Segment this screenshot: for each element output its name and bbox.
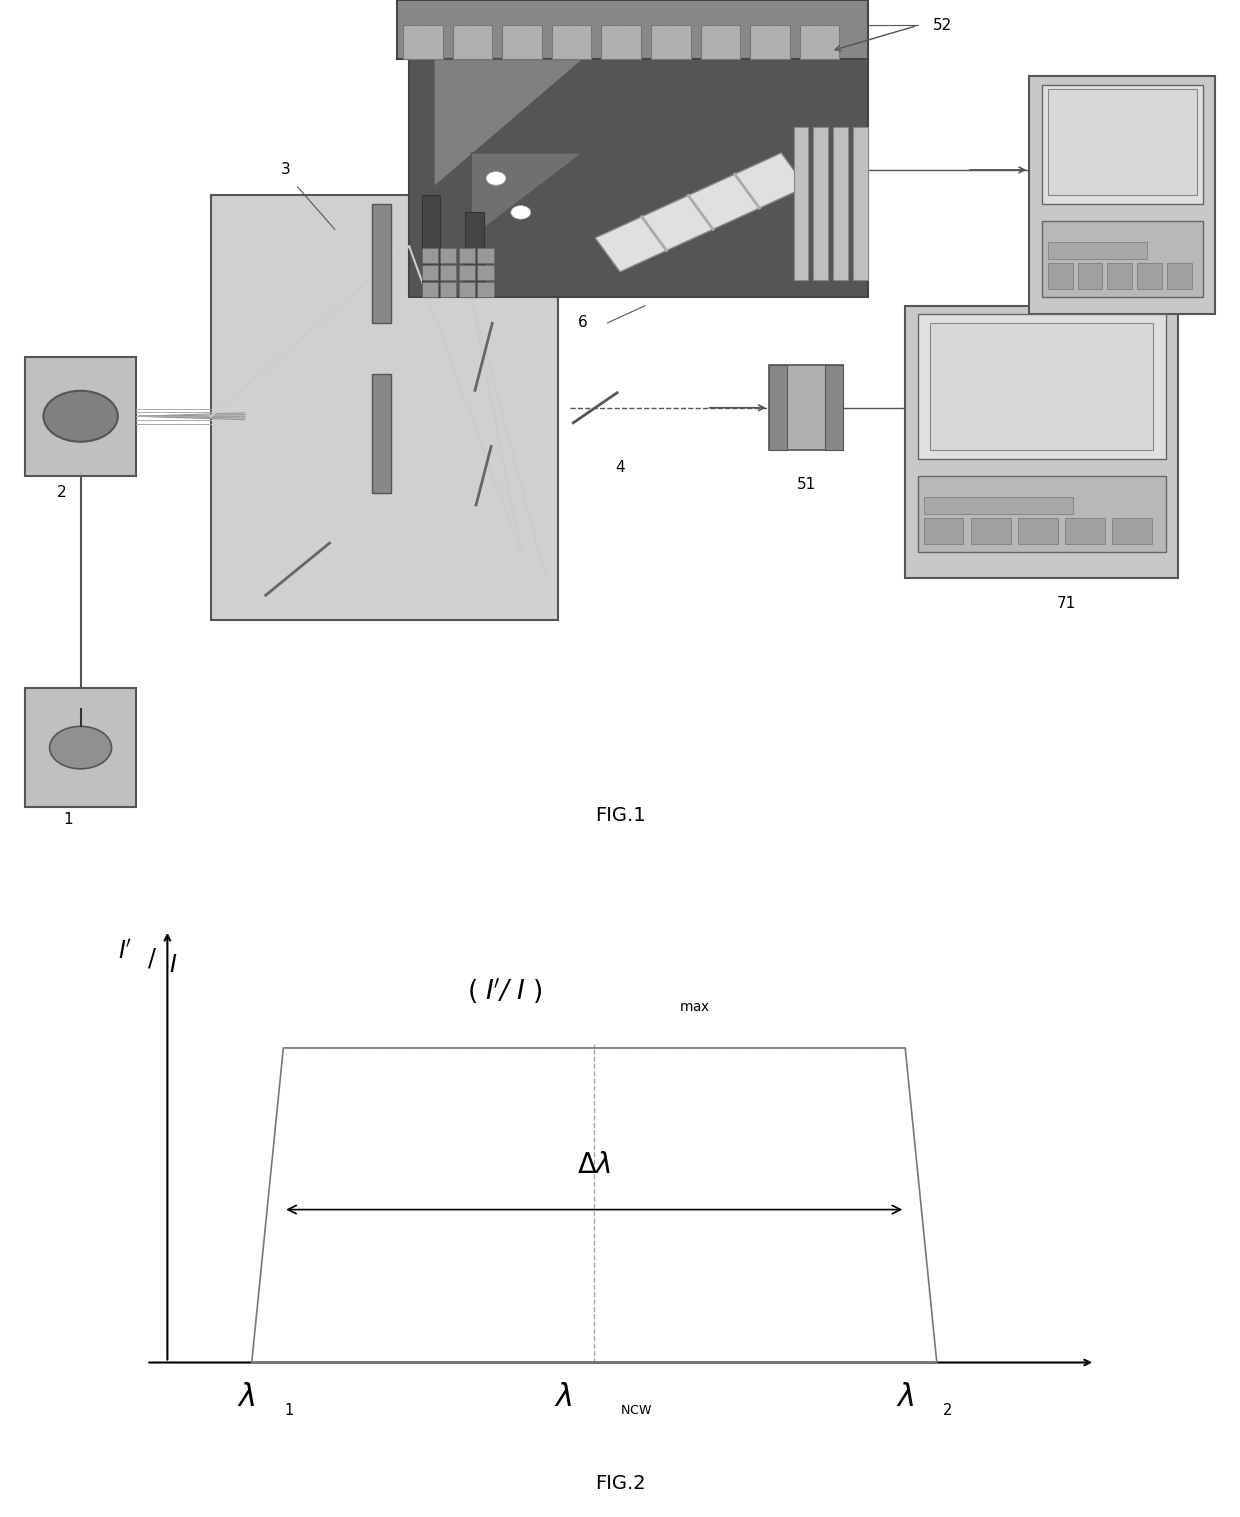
Bar bbox=[924, 498, 1073, 514]
Text: 6: 6 bbox=[578, 316, 588, 331]
Bar bbox=[1107, 264, 1132, 288]
Bar bbox=[1048, 90, 1197, 196]
Bar bbox=[918, 476, 1166, 552]
Bar bbox=[459, 282, 475, 297]
Bar bbox=[1065, 519, 1105, 543]
Text: $\Delta\lambda$: $\Delta\lambda$ bbox=[577, 1151, 611, 1179]
Bar bbox=[800, 26, 839, 59]
Bar bbox=[701, 26, 740, 59]
Bar bbox=[794, 127, 808, 281]
Circle shape bbox=[486, 171, 506, 185]
Bar bbox=[1078, 264, 1102, 288]
Bar bbox=[440, 249, 456, 264]
Bar bbox=[833, 127, 848, 281]
Text: $_1$: $_1$ bbox=[284, 1399, 294, 1418]
Bar bbox=[422, 265, 438, 281]
Bar bbox=[453, 26, 492, 59]
Text: /: / bbox=[148, 947, 155, 971]
Text: 72: 72 bbox=[1131, 332, 1151, 347]
Bar bbox=[918, 314, 1166, 458]
Bar bbox=[477, 265, 494, 281]
Bar bbox=[750, 26, 790, 59]
Bar bbox=[440, 282, 456, 297]
Bar bbox=[422, 282, 438, 297]
Bar bbox=[601, 26, 641, 59]
Bar bbox=[403, 26, 443, 59]
Text: I: I bbox=[169, 953, 176, 977]
Bar bbox=[825, 366, 843, 451]
Circle shape bbox=[511, 206, 531, 218]
Bar bbox=[853, 127, 868, 281]
Bar bbox=[1029, 76, 1215, 314]
Polygon shape bbox=[434, 59, 583, 187]
Bar bbox=[459, 249, 475, 264]
Bar bbox=[409, 59, 868, 297]
Bar bbox=[813, 127, 828, 281]
Polygon shape bbox=[471, 153, 583, 238]
Bar bbox=[552, 26, 591, 59]
Circle shape bbox=[43, 391, 118, 441]
Bar bbox=[422, 196, 440, 297]
Text: 51: 51 bbox=[796, 476, 816, 492]
Bar bbox=[372, 373, 391, 493]
Text: $($ I$'$/ I $)$: $($ I$'$/ I $)$ bbox=[466, 975, 543, 1006]
Bar bbox=[1042, 85, 1203, 203]
Bar bbox=[1018, 519, 1058, 543]
Text: 71: 71 bbox=[1056, 596, 1076, 611]
Text: 52: 52 bbox=[932, 18, 952, 33]
Bar bbox=[1112, 519, 1152, 543]
Bar bbox=[440, 265, 456, 281]
Bar bbox=[459, 265, 475, 281]
Bar bbox=[651, 26, 691, 59]
Bar bbox=[1048, 243, 1147, 259]
Text: FIG.2: FIG.2 bbox=[595, 1475, 645, 1493]
Text: I$'$: I$'$ bbox=[119, 941, 131, 963]
Bar bbox=[422, 249, 438, 264]
Bar bbox=[1167, 264, 1192, 288]
Bar bbox=[971, 519, 1011, 543]
Bar bbox=[477, 282, 494, 297]
Bar bbox=[502, 26, 542, 59]
Text: 2: 2 bbox=[57, 485, 67, 501]
Text: $_{\mathregular{NCW}}$: $_{\mathregular{NCW}}$ bbox=[620, 1399, 652, 1417]
Bar bbox=[1042, 221, 1203, 297]
Bar bbox=[1048, 264, 1073, 288]
Bar bbox=[465, 212, 484, 297]
Bar bbox=[477, 249, 494, 264]
Bar bbox=[25, 356, 136, 476]
Text: $_2$: $_2$ bbox=[942, 1399, 952, 1418]
Bar bbox=[372, 203, 391, 323]
Circle shape bbox=[50, 727, 112, 769]
Polygon shape bbox=[595, 153, 806, 272]
Bar bbox=[769, 366, 843, 451]
Text: $_{\mathregular{max}}$: $_{\mathregular{max}}$ bbox=[678, 995, 711, 1013]
Text: $\lambda$: $\lambda$ bbox=[237, 1384, 255, 1412]
Text: 3: 3 bbox=[280, 162, 290, 177]
Text: FIG.1: FIG.1 bbox=[595, 806, 645, 825]
Text: $\lambda$: $\lambda$ bbox=[553, 1384, 572, 1412]
Bar bbox=[930, 323, 1153, 451]
Bar bbox=[1137, 264, 1162, 288]
Text: 4: 4 bbox=[615, 460, 625, 475]
Text: 1: 1 bbox=[63, 812, 73, 827]
Bar bbox=[769, 366, 787, 451]
Text: $\lambda$: $\lambda$ bbox=[897, 1384, 914, 1412]
Bar bbox=[25, 689, 136, 807]
Bar bbox=[211, 196, 558, 620]
Bar bbox=[397, 0, 868, 59]
Bar bbox=[924, 519, 963, 543]
Bar bbox=[905, 306, 1178, 578]
